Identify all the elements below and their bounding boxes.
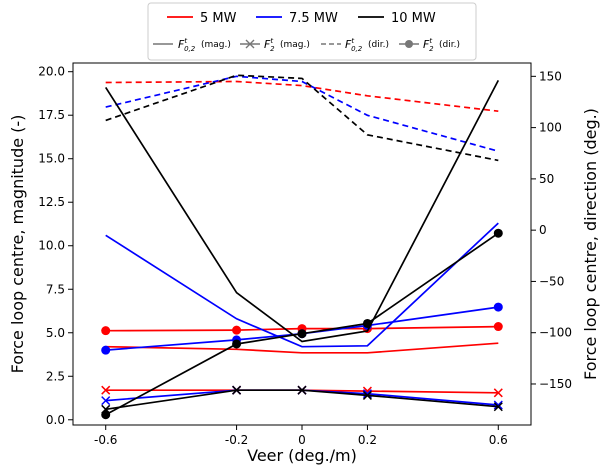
data-point-x-10mw-x bbox=[362, 390, 372, 400]
f02-mag-sub: 0,2 bbox=[184, 45, 196, 53]
legend-f02-dir-symbol: Ft 0,2 bbox=[345, 37, 363, 53]
series-line-10mw-dot bbox=[105, 232, 499, 416]
axis-layer: -0.6 -0.2 0 0.2 0.6 0.0 2.5 5.0 7.5 10.0 12.5 15.0 1… bbox=[38, 65, 572, 447]
y-right-tick-label: −50 bbox=[539, 274, 564, 288]
data-point-x-5mw-x bbox=[493, 388, 503, 398]
legend-f2-dir-symbol: Ft 2 bbox=[423, 37, 434, 53]
y-left-tick-label: 12.5 bbox=[38, 195, 65, 209]
series-line-7-5mw-solid bbox=[105, 222, 499, 348]
y-right-tick-label: 0 bbox=[539, 223, 547, 237]
x-axis-label: Veer (deg./m) bbox=[247, 446, 357, 465]
x-tick-label: -0.2 bbox=[225, 433, 248, 447]
legend-f2-mag-symbol: Ft 2 bbox=[264, 37, 275, 53]
y-left-tick-label: 2.5 bbox=[46, 369, 65, 383]
legend-f02-dir-label: (dir.) bbox=[368, 40, 389, 50]
f02-mag-base: F bbox=[178, 38, 185, 51]
x-tick-label: 0 bbox=[298, 433, 306, 447]
y-axis-right-label: Force loop centre, direction (deg.) bbox=[581, 108, 600, 380]
y-right-tick-label: −150 bbox=[539, 377, 572, 391]
data-point-x-10mw-x bbox=[297, 385, 307, 395]
legend-7-5mw-label: 7.5 MW bbox=[289, 11, 338, 26]
data-point-dot-10mw-dot bbox=[232, 339, 242, 349]
f2-dir-base: F bbox=[423, 38, 430, 51]
y-right-tick-label: 50 bbox=[539, 172, 554, 186]
y-right-tick-label: 150 bbox=[539, 69, 562, 83]
f2-mag-base: F bbox=[264, 38, 271, 51]
data-point-dot-10mw-dot bbox=[493, 228, 503, 238]
data-point-x-10mw-x bbox=[232, 385, 242, 395]
data-point-x-5mw-x bbox=[101, 385, 111, 395]
data-point-dot-7-5mw-dot bbox=[493, 302, 503, 312]
legend-f2-dir-label: (dir.) bbox=[439, 40, 460, 50]
f02-dir-sub: 0,2 bbox=[351, 45, 363, 53]
data-point-x-7-5mw-x bbox=[101, 396, 111, 406]
legend: 5 MW 7.5 MW 10 MW Ft 0,2 (mag.) Ft 2 (mag.… bbox=[147, 2, 477, 61]
data-point-x-10mw-x bbox=[493, 402, 503, 412]
x-tick-label: 0.6 bbox=[489, 433, 508, 447]
series-line-10mw-dashed bbox=[105, 74, 499, 162]
series-line-10mw-solid bbox=[104, 80, 500, 343]
f2-mag-sup: t bbox=[270, 37, 273, 45]
f2-mag-sub: 2 bbox=[270, 45, 275, 53]
data-point-dot-7-5mw-dot bbox=[101, 345, 111, 355]
legend-f02-mag-symbol: Ft 0,2 bbox=[178, 37, 196, 53]
y-left-tick-label: 10.0 bbox=[38, 239, 65, 253]
f2-dir-sub: 2 bbox=[429, 45, 434, 53]
y-left-tick-label: 5.0 bbox=[46, 326, 65, 340]
legend-x-marker bbox=[245, 39, 255, 49]
y-left-tick-label: 15.0 bbox=[38, 152, 65, 166]
series-line-5mw-solid bbox=[105, 342, 499, 354]
legend-dot-marker bbox=[405, 40, 413, 48]
series-line-5mw-dashed bbox=[105, 80, 499, 113]
y-right-tick-label: −100 bbox=[539, 326, 572, 340]
f02-mag-sup: t bbox=[184, 37, 187, 45]
data-point-x-7-5mw-x bbox=[493, 400, 503, 410]
legend-frame bbox=[147, 2, 477, 61]
f02-dir-sup: t bbox=[351, 37, 354, 45]
y-left-tick-label: 7.5 bbox=[46, 282, 65, 296]
f02-dir-base: F bbox=[345, 38, 352, 51]
data-point-dot-10mw-dot bbox=[362, 318, 372, 328]
y-right-tick-label: 100 bbox=[539, 121, 562, 135]
data-point-dot-5mw-dot bbox=[493, 322, 503, 332]
y-left-tick-label: 20.0 bbox=[38, 65, 65, 79]
legend-f02-mag-label: (mag.) bbox=[201, 40, 231, 50]
series-line-7-5mw-dashed bbox=[105, 75, 499, 153]
legend-5mw-label: 5 MW bbox=[200, 11, 237, 26]
y-axis-left-label: Force loop centre, magnitude (-) bbox=[8, 115, 27, 374]
y-left-tick-label: 0.0 bbox=[46, 413, 65, 427]
f2-dir-sup: t bbox=[429, 37, 432, 45]
data-point-dot-5mw-dot bbox=[101, 326, 111, 336]
legend-10mw-label: 10 MW bbox=[391, 11, 436, 26]
y-left-tick-label: 17.5 bbox=[38, 108, 65, 122]
data-point-dot-10mw-dot bbox=[101, 410, 111, 420]
x-tick-label: -0.6 bbox=[94, 433, 117, 447]
x-tick-label: 0.2 bbox=[358, 433, 377, 447]
plot-area bbox=[72, 62, 532, 426]
data-point-dot-10mw-dot bbox=[297, 329, 307, 339]
series-layer bbox=[101, 74, 503, 420]
legend-f2-mag-label: (mag.) bbox=[280, 40, 310, 50]
data-point-dot-5mw-dot bbox=[232, 325, 242, 335]
